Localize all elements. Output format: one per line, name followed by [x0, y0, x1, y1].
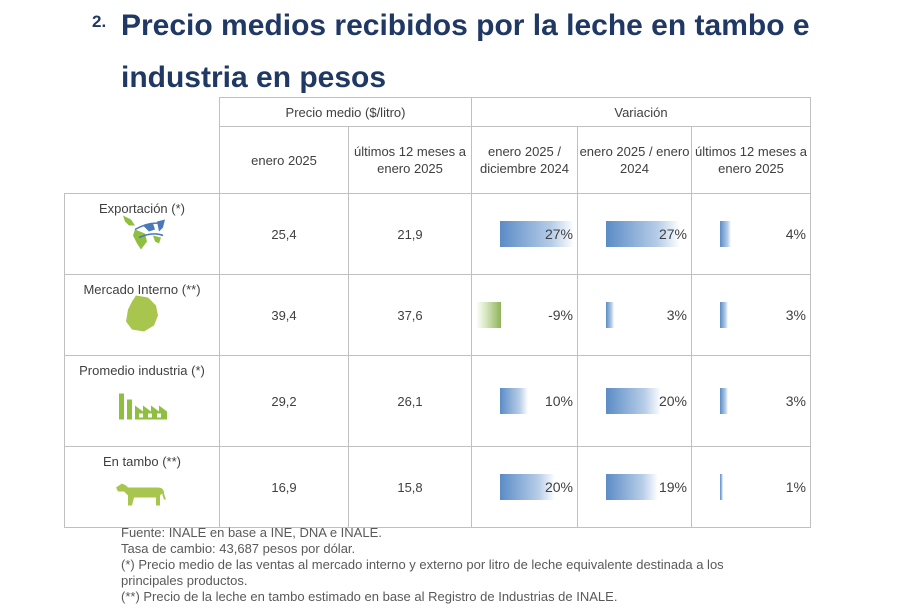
variation-bar — [500, 388, 528, 414]
footnote-single-asterisk: (*) Precio medio de las ventas al mercad… — [121, 557, 724, 588]
var-cell: 4% — [691, 193, 811, 275]
exchange-rate-note: Tasa de cambio: 43,687 pesos por dólar. — [121, 541, 356, 556]
uruguay-map-icon — [122, 294, 162, 337]
variation-label: 27% — [658, 226, 687, 242]
price-enero: 39,4 — [219, 274, 349, 356]
variation-bar — [500, 474, 555, 500]
price-ult12: 37,6 — [348, 274, 472, 356]
row-label: Promedio industria (*) — [79, 363, 205, 378]
row-label-cell: Promedio industria (*) — [64, 355, 220, 447]
price-ult12: 15,8 — [348, 446, 472, 528]
var-cell: -9% — [471, 274, 578, 356]
variation-group-header: Variación — [471, 97, 811, 127]
variation-bar — [476, 302, 501, 328]
table-corner — [65, 98, 220, 194]
footnotes: Fuente: INALE en base a INE, DNA e INALE… — [121, 525, 781, 605]
price-table: Precio medio ($/litro) Variación enero 2… — [64, 97, 811, 528]
price-ult12: 21,9 — [348, 193, 472, 275]
var-cell: 20% — [577, 355, 692, 447]
var-cell: 3% — [691, 355, 811, 447]
variation-bar — [500, 221, 575, 247]
south-america-map-icon — [115, 214, 169, 255]
var-cell: 1% — [691, 446, 811, 528]
variation-label: 20% — [544, 479, 573, 495]
var-cell: 27% — [577, 193, 692, 275]
variation-bar — [606, 302, 615, 328]
col-header-var-ult12: últimos 12 meses a enero 2025 — [691, 126, 811, 194]
row-label: En tambo (**) — [102, 454, 182, 469]
variation-bar — [606, 474, 659, 500]
price-group-header: Precio medio ($/litro) — [219, 97, 472, 127]
cow-icon — [114, 480, 170, 511]
variation-label: -9% — [548, 307, 573, 323]
variation-label: 10% — [544, 393, 573, 409]
var-cell: 3% — [691, 274, 811, 356]
col-header-var-mensual: enero 2025 / diciembre 2024 — [471, 126, 578, 194]
var-cell: 27% — [471, 193, 578, 275]
var-cell: 10% — [471, 355, 578, 447]
col-header-var-interanual: enero 2025 / enero 2024 — [577, 126, 692, 194]
row-label-cell: Exportación (*) — [64, 193, 220, 275]
variation-bar — [720, 388, 729, 414]
source-note: Fuente: INALE en base a INE, DNA e INALE… — [121, 525, 382, 540]
var-cell: 19% — [577, 446, 692, 528]
page-title: Precio medios recibidos por la leche en … — [121, 9, 810, 94]
variation-bar — [606, 388, 661, 414]
heading-number: 2. — [92, 12, 107, 31]
variation-label: 3% — [785, 393, 806, 409]
variation-label: 3% — [785, 307, 806, 323]
row-label-cell: Mercado Interno (**) — [64, 274, 220, 356]
price-enero: 16,9 — [219, 446, 349, 528]
row-label: Exportación (*) — [99, 201, 185, 216]
table-row: Exportación (*) 25,4 21,9 27% 27% — [64, 193, 811, 275]
variation-label: 1% — [785, 479, 806, 495]
variation-label: 4% — [785, 226, 806, 242]
variation-label: 19% — [658, 479, 687, 495]
row-label-cell: En tambo (**) — [64, 446, 220, 528]
price-enero: 25,4 — [219, 193, 349, 275]
var-cell: 20% — [471, 446, 578, 528]
variation-label: 20% — [658, 393, 687, 409]
col-header-ult12: últimos 12 meses a enero 2025 — [348, 126, 472, 194]
footnote-double-asterisk: (**) Precio de la leche en tambo estimad… — [121, 589, 618, 604]
price-enero: 29,2 — [219, 355, 349, 447]
variation-label: 27% — [544, 226, 573, 242]
table-row: Mercado Interno (**) 39,4 37,6 -9% 3% 3% — [64, 274, 811, 356]
table-row: En tambo (**) 16,9 15,8 20% 19% 1% — [64, 446, 811, 528]
row-label: Mercado Interno (**) — [83, 282, 201, 297]
variation-label: 3% — [666, 307, 687, 323]
table-row: Promedio industria (*) 29,2 26,1 10% 20% — [64, 355, 811, 447]
variation-bar — [606, 221, 681, 247]
col-header-enero: enero 2025 — [219, 126, 349, 194]
var-cell: 3% — [577, 274, 692, 356]
variation-bar — [720, 302, 729, 328]
variation-bar — [720, 221, 731, 247]
variation-bar — [720, 474, 723, 500]
price-ult12: 26,1 — [348, 355, 472, 447]
factory-icon — [115, 392, 169, 425]
